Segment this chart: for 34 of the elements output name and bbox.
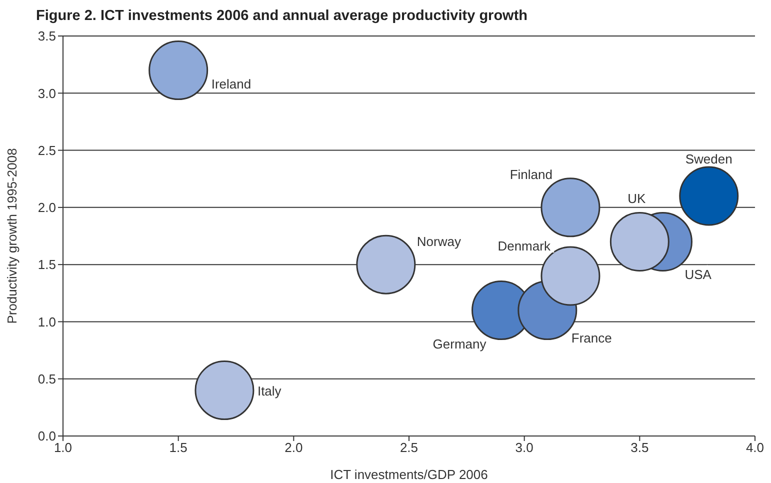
y-tick-label: 2.0 <box>38 200 56 216</box>
annotation: Denmark <box>498 238 551 254</box>
point <box>356 234 416 294</box>
x-tick-label: 3.5 <box>630 440 649 456</box>
x-axis-title: ICT investments/GDP 2006 <box>330 467 488 482</box>
y-tick-label: 0.0 <box>38 428 56 444</box>
chart-title: Figure 2. ICT investments 2006 and annual average productivity growth <box>36 8 528 24</box>
annotation: France <box>571 330 612 346</box>
x-tick-label: 3.0 <box>515 440 534 456</box>
annotation: Ireland <box>211 76 252 92</box>
y-axis-title: Productivity growth 1995-2008 <box>4 148 20 324</box>
y-tick-label: 1.5 <box>38 257 56 272</box>
point <box>148 40 208 100</box>
y-tick-label: 3.5 <box>38 28 56 44</box>
y-tick-label: 3.0 <box>38 86 56 101</box>
y-tick-label: 2.5 <box>38 142 56 158</box>
annotation: Finland <box>510 166 552 182</box>
annotation: Germany <box>432 336 487 352</box>
y-tick-label: 1.0 <box>38 314 56 330</box>
annotation: USA <box>684 267 712 282</box>
point <box>194 360 254 420</box>
point <box>610 212 670 272</box>
x-tick-label: 2.0 <box>284 440 303 456</box>
annotation: UK <box>628 191 646 206</box>
x-tick-label: 1.0 <box>54 440 72 456</box>
y-tick-label: 0.5 <box>38 371 56 386</box>
annotation: Italy <box>257 384 282 399</box>
annotation: Norway <box>416 234 462 250</box>
point <box>540 178 600 238</box>
annotation: Sweden <box>685 151 732 166</box>
point <box>679 166 739 226</box>
x-tick-label: 2.5 <box>400 440 418 456</box>
x-tick-label: 4.0 <box>746 440 764 456</box>
x-tick-label: 1.5 <box>169 440 188 456</box>
